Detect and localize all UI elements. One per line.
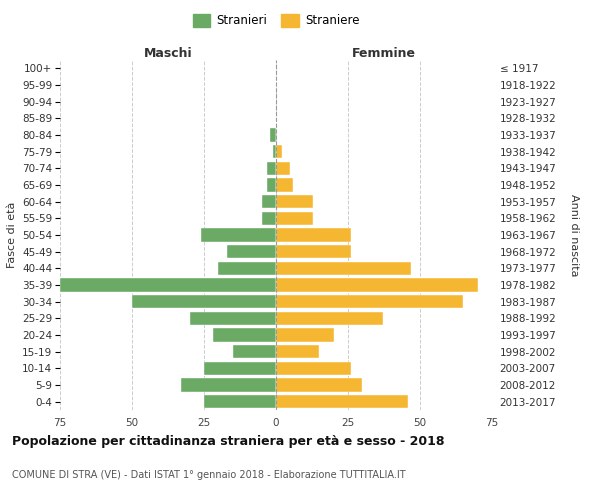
Text: Femmine: Femmine: [352, 47, 416, 60]
Bar: [276, 345, 319, 358]
Bar: [270, 128, 276, 141]
Bar: [276, 395, 409, 408]
Bar: [276, 245, 351, 258]
Y-axis label: Fasce di età: Fasce di età: [7, 202, 17, 268]
Bar: [276, 262, 412, 275]
Bar: [276, 312, 383, 325]
Y-axis label: Anni di nascita: Anni di nascita: [569, 194, 578, 276]
Bar: [276, 362, 351, 375]
Bar: [276, 295, 463, 308]
Bar: [273, 145, 276, 158]
Bar: [190, 312, 276, 325]
Bar: [276, 328, 334, 342]
Bar: [276, 278, 478, 291]
Text: COMUNE DI STRA (VE) - Dati ISTAT 1° gennaio 2018 - Elaborazione TUTTITALIA.IT: COMUNE DI STRA (VE) - Dati ISTAT 1° genn…: [12, 470, 406, 480]
Bar: [262, 195, 276, 208]
Bar: [227, 245, 276, 258]
Bar: [276, 378, 362, 392]
Bar: [276, 162, 290, 175]
Bar: [276, 178, 293, 192]
Bar: [204, 395, 276, 408]
Legend: Stranieri, Straniere: Stranieri, Straniere: [189, 11, 363, 31]
Bar: [60, 278, 276, 291]
Bar: [181, 378, 276, 392]
Bar: [204, 362, 276, 375]
Bar: [268, 162, 276, 175]
Bar: [132, 295, 276, 308]
Text: Popolazione per cittadinanza straniera per età e sesso - 2018: Popolazione per cittadinanza straniera p…: [12, 435, 445, 448]
Bar: [201, 228, 276, 241]
Bar: [268, 178, 276, 192]
Bar: [233, 345, 276, 358]
Bar: [276, 228, 351, 241]
Bar: [276, 195, 313, 208]
Bar: [218, 262, 276, 275]
Bar: [276, 212, 313, 225]
Bar: [262, 212, 276, 225]
Bar: [276, 145, 282, 158]
Text: Maschi: Maschi: [143, 47, 193, 60]
Bar: [212, 328, 276, 342]
